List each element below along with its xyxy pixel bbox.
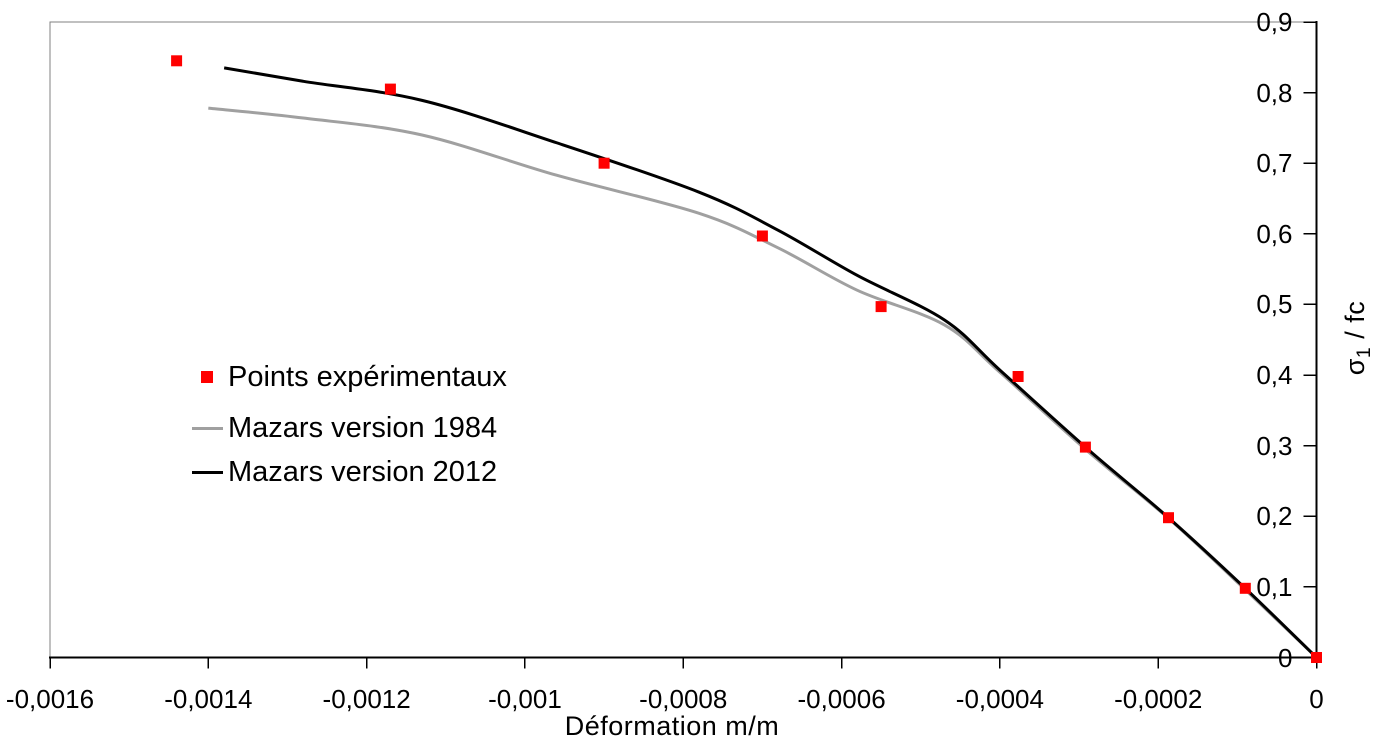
legend-line-black-icon [192,470,223,474]
legend-item-mazars-2012: Mazars version 2012 [192,454,497,490]
y-tick-label: 0,6 [1256,218,1293,249]
y-tick-label: 0 [1278,642,1293,673]
data-point-marker [598,157,610,169]
x-axis-title: Déformation m/m [564,711,780,741]
legend-item-points: Points expérimentaux [201,359,507,395]
x-tick-label: -0,0014 [164,684,253,714]
x-tick-label: 0 [1309,684,1324,714]
y-tick-label: 0,4 [1256,360,1293,391]
legend-label-mazars-2012: Mazars version 2012 [228,455,498,488]
y-axis-title-sigma-sub: 1 [1353,346,1376,359]
y-tick-label: 0,2 [1256,501,1293,532]
data-point-marker [1163,512,1174,524]
legend-label-points: Points expérimentaux [228,360,507,393]
data-point-marker [171,55,183,67]
x-tick-label: -0,0002 [1114,684,1203,714]
legend-item-mazars-1984: Mazars version 1984 [192,410,497,446]
y-tick-label: 0,3 [1256,430,1293,461]
y-tick-label: 0,9 [1256,7,1293,37]
legend-label-mazars-1984: Mazars version 1984 [228,411,498,444]
data-point-marker [1012,371,1024,382]
plot-frame [49,21,1317,658]
data-point-marker [1239,582,1251,594]
x-tick-label: -0,0012 [322,684,411,714]
x-tick-label: -0,0006 [797,684,886,714]
data-point-marker [1079,441,1091,453]
data-point-marker [1311,652,1322,663]
legend-marker-square-icon [201,371,213,383]
x-tick-label: -0,0008 [639,684,728,714]
data-point-marker [384,83,396,95]
x-tick-label: -0,0016 [5,684,95,714]
legend-line-gray-icon [192,426,223,430]
y-tick-label: 0,1 [1256,571,1293,602]
y-tick-label: 0,7 [1256,148,1293,179]
y-tick-label: 0,5 [1256,289,1293,320]
x-tick-label: -0,001 [488,684,562,714]
x-tick-label: -0,0004 [955,684,1044,714]
y-axis-title-sigma: σ [1339,358,1370,376]
y-tick-label: 0,8 [1256,77,1293,108]
data-point-marker [756,230,768,242]
data-point-marker [875,301,887,313]
y-axis-title-rest: / fc [1339,300,1370,347]
